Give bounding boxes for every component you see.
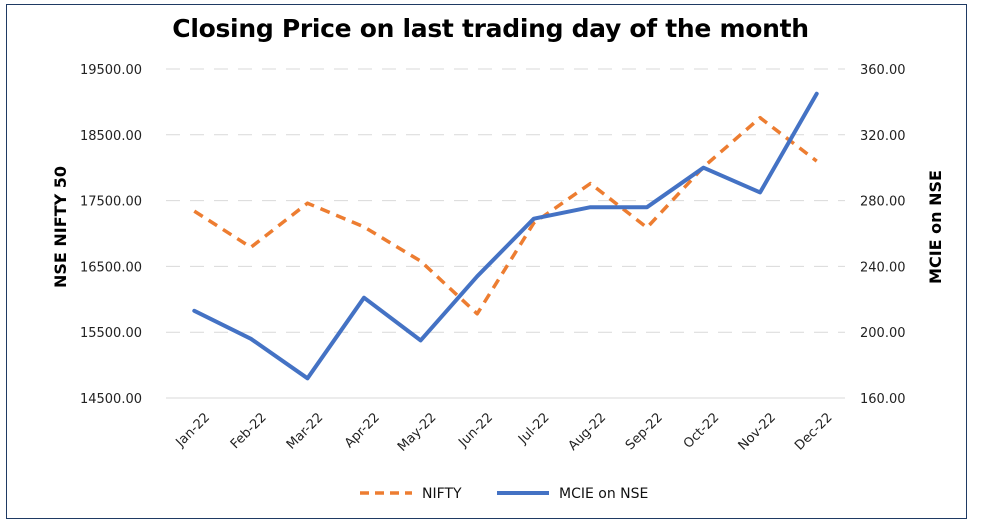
- right-tick-label: 240.00: [860, 260, 906, 275]
- left-tick-label: 16500.00: [80, 260, 142, 275]
- right-axis-ticks: 360.00 320.00 280.00 240.00 200.00 160.00: [860, 63, 906, 407]
- right-tick-label: 280.00: [860, 195, 906, 210]
- x-tick-label: Aug-22: [566, 410, 610, 454]
- chart-title: Closing Price on last trading day of the…: [172, 14, 809, 43]
- left-axis-ticks: 19500.00 18500.00 17500.00 16500.00 15500.00…: [80, 63, 142, 407]
- x-tick-label: Feb-22: [228, 410, 270, 452]
- x-tick-label: Sep-22: [623, 410, 666, 453]
- series-line-nifty: [193, 115, 818, 316]
- x-tick-label: Nov-22: [736, 410, 779, 453]
- series-layer: [192, 91, 819, 381]
- right-tick-label: 200.00: [860, 326, 906, 341]
- series-line-mcie-on-nse: [192, 91, 819, 381]
- right-tick-label: 160.00: [860, 392, 906, 407]
- chart-frame: [6, 4, 967, 519]
- right-axis-title: MCIE on NSE: [926, 170, 945, 284]
- legend-label-mcie: MCIE on NSE: [559, 486, 648, 502]
- gridlines: [166, 68, 845, 333]
- left-axis-title: NSE NIFTY 50: [51, 166, 70, 288]
- x-tick-label: Mar-22: [284, 410, 326, 452]
- left-tick-label: 14500.00: [80, 392, 142, 407]
- left-tick-label: 18500.00: [80, 129, 142, 144]
- x-tick-label: Dec-22: [792, 410, 835, 453]
- x-tick-label: Jul-22: [515, 410, 552, 447]
- x-axis-ticks: Jan-22 Feb-22 Mar-22 Apr-22 May-22 Jun-22 Jul-…: [173, 410, 836, 454]
- left-tick-label: 15500.00: [80, 326, 142, 341]
- x-tick-label: Jun-22: [455, 410, 496, 451]
- x-tick-label: Jan-22: [173, 410, 214, 451]
- legend-label-nifty: NIFTY: [422, 486, 462, 502]
- right-tick-label: 360.00: [860, 63, 906, 78]
- left-tick-label: 19500.00: [80, 63, 142, 78]
- x-tick-label: Oct-22: [681, 410, 723, 452]
- x-tick-label: May-22: [395, 410, 439, 454]
- left-tick-label: 17500.00: [80, 195, 142, 210]
- x-tick-label: Apr-22: [342, 410, 383, 451]
- right-tick-label: 320.00: [860, 129, 906, 144]
- legend: NIFTY MCIE on NSE: [360, 486, 648, 502]
